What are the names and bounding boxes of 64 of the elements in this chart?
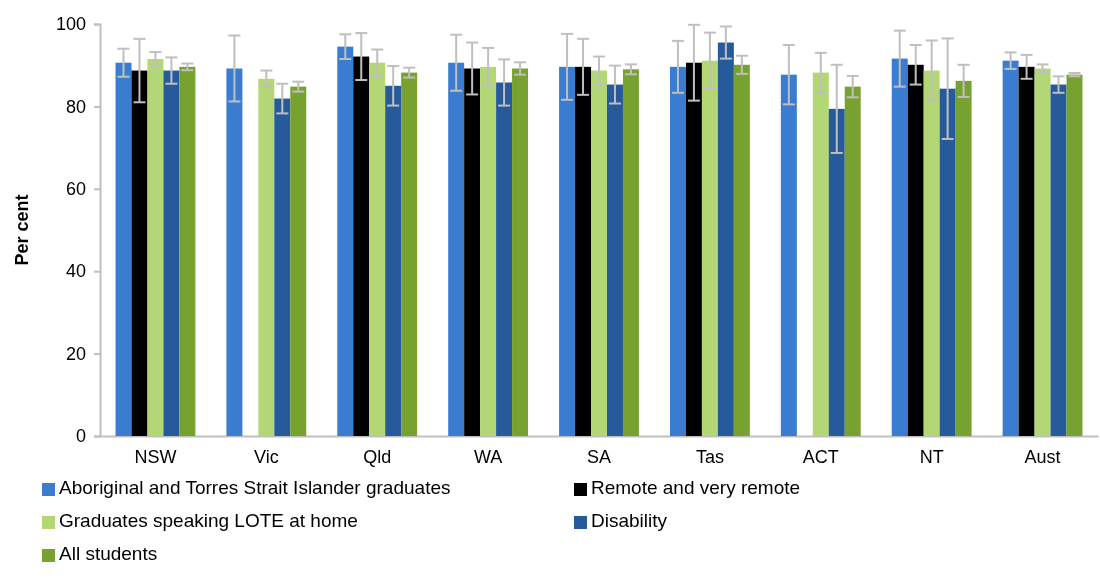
bar xyxy=(385,85,402,436)
bar xyxy=(512,68,529,436)
x-tick-label: Qld xyxy=(363,446,392,467)
bar xyxy=(955,80,972,436)
legend-label: Graduates speaking LOTE at home xyxy=(59,510,358,531)
bar xyxy=(669,66,686,436)
bar xyxy=(131,70,148,436)
legend-label: All students xyxy=(59,543,158,564)
bar xyxy=(891,58,908,436)
bar xyxy=(290,86,307,436)
bar xyxy=(559,66,576,436)
bar xyxy=(464,68,481,436)
legend-label: Aboriginal and Torres Strait Islander graduates xyxy=(59,477,451,498)
bar xyxy=(685,62,702,436)
bar xyxy=(401,72,418,436)
y-tick-label: 60 xyxy=(65,179,86,200)
x-tick-label: Tas xyxy=(695,446,724,467)
x-tick-label: SA xyxy=(586,446,612,467)
x-tick-label: Aust xyxy=(1024,446,1061,467)
bar xyxy=(575,66,592,436)
bar xyxy=(258,78,275,436)
bar xyxy=(179,66,196,436)
bar xyxy=(274,98,291,436)
bar xyxy=(844,86,861,436)
bar xyxy=(337,46,354,436)
bar xyxy=(115,62,132,436)
bar xyxy=(1018,66,1035,436)
bar xyxy=(606,84,623,436)
bar xyxy=(369,62,386,436)
y-tick-label: 0 xyxy=(75,426,86,447)
bar xyxy=(701,60,718,436)
bar xyxy=(622,69,639,436)
legend-label: Remote and very remote xyxy=(591,477,801,498)
bar xyxy=(448,62,465,436)
bar xyxy=(1034,68,1051,436)
bar xyxy=(480,66,497,436)
bar xyxy=(147,59,164,436)
y-tick-label: 20 xyxy=(65,343,86,364)
y-tick-label: 100 xyxy=(55,14,86,35)
legend-label: Disability xyxy=(591,510,668,531)
bar xyxy=(828,108,845,436)
bar xyxy=(1066,74,1083,436)
y-tick-label: 40 xyxy=(65,261,86,282)
x-tick-label: WA xyxy=(473,446,503,467)
bar xyxy=(1002,60,1019,436)
bar xyxy=(163,70,180,436)
x-tick-label: NT xyxy=(919,446,944,467)
y-axis-title: Per cent xyxy=(12,194,32,266)
bar xyxy=(907,64,924,436)
bar xyxy=(353,56,370,436)
y-tick-label: 80 xyxy=(65,96,86,117)
bar xyxy=(780,74,797,436)
bar xyxy=(812,72,829,436)
x-tick-label: NSW xyxy=(134,446,177,467)
bar xyxy=(923,70,940,436)
bar xyxy=(226,68,243,436)
bar xyxy=(1050,84,1067,436)
bar xyxy=(591,70,607,436)
x-tick-label: Vic xyxy=(253,446,279,467)
x-tick-label: ACT xyxy=(802,446,839,467)
bar xyxy=(717,42,734,436)
bar xyxy=(939,88,956,436)
bar xyxy=(496,82,513,436)
bar xyxy=(733,64,750,436)
